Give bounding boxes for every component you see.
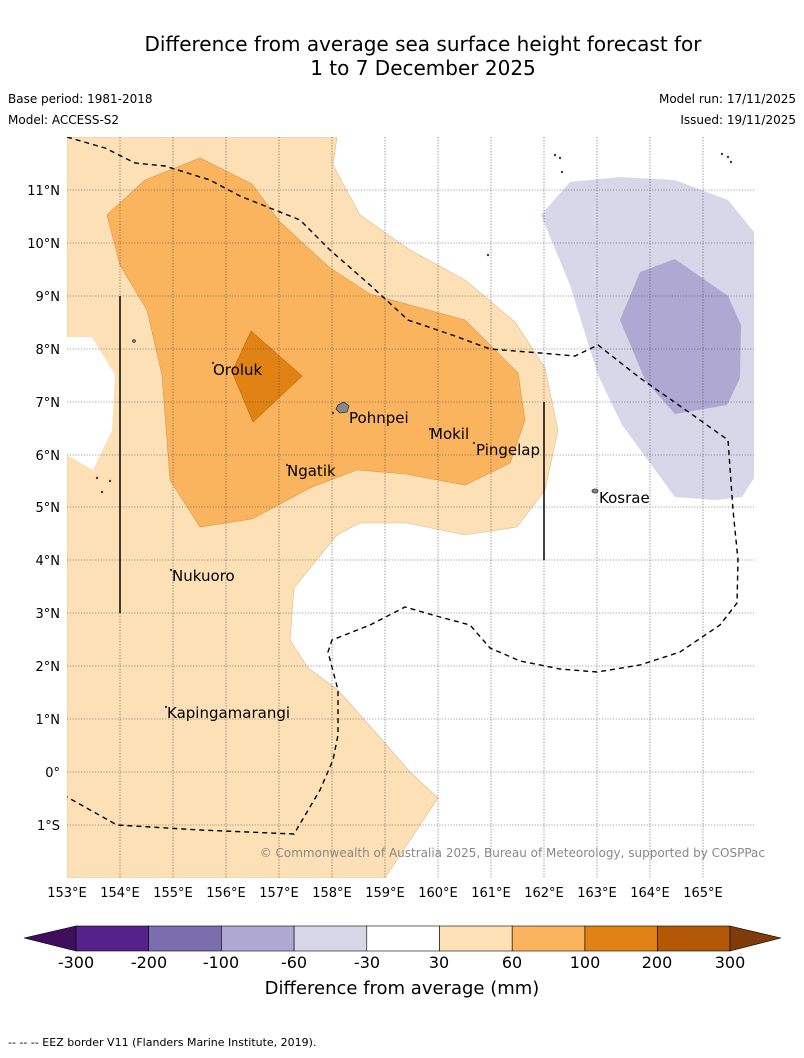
colorbar-tick: 60 — [501, 953, 523, 972]
svg-text:4°N: 4°N — [36, 554, 61, 569]
colorbar-segment — [148, 925, 222, 952]
map-gridlines — [67, 137, 754, 878]
colorbar-extend-low — [23, 925, 77, 952]
colorbar-tick: 200 — [641, 953, 673, 972]
colorbar-segment — [657, 925, 731, 952]
copyright-notice: © Commonwealth of Australia 2025, Bureau… — [260, 846, 765, 860]
place-pohnpei: Pohnpei — [349, 409, 409, 427]
colorbar-tick: -300 — [57, 953, 95, 972]
colorbar-extend-high — [729, 925, 782, 952]
place-oroluk: Oroluk — [213, 361, 262, 379]
colorbar-tick: 100 — [569, 953, 601, 972]
colorbar-segment — [511, 925, 586, 952]
svg-text:1°N: 1°N — [36, 713, 61, 728]
svg-text:11°N: 11°N — [27, 184, 60, 199]
colorbar-tick: -60 — [280, 953, 308, 972]
latitude-labels: 11°N 10°N 9°N 8°N 7°N 6°N 5°N 4°N 3°N 2°… — [27, 184, 60, 834]
place-pingelap: Pingelap — [476, 441, 540, 459]
place-labels: Oroluk Pohnpei Mokil Pingelap Ngatik Kos… — [167, 361, 650, 722]
longitude-labels: 153°E 154°E 155°E 156°E 157°E 158°E 159°… — [47, 886, 723, 901]
svg-text:2°N: 2°N — [36, 660, 61, 675]
model-name: Model: ACCESS-S2 — [8, 113, 120, 127]
place-ngatik: Ngatik — [287, 462, 336, 480]
pohnpei-island — [335, 401, 350, 414]
svg-text:0°: 0° — [45, 766, 60, 781]
colorbar-segment — [75, 925, 149, 952]
svg-text:159°E: 159°E — [365, 886, 405, 901]
svg-text:6°N: 6°N — [36, 449, 61, 464]
place-mokil: Mokil — [430, 425, 469, 443]
svg-text:162°E: 162°E — [524, 886, 564, 901]
svg-text:155°E: 155°E — [153, 886, 193, 901]
place-kapingamarangi: Kapingamarangi — [167, 704, 290, 722]
colorbar-tick: -30 — [353, 953, 381, 972]
anomaly-zone-30-60-west-gap — [67, 337, 115, 470]
kosrae-island — [591, 488, 599, 494]
base-period: Base period: 1981-2018 — [8, 92, 153, 106]
svg-text:160°E: 160°E — [418, 886, 458, 901]
svg-text:157°E: 157°E — [259, 886, 299, 901]
map-title: Difference from average sea surface heig… — [0, 32, 804, 80]
svg-text:156°E: 156°E — [206, 886, 246, 901]
anomaly-zone-60-100 — [106, 157, 526, 528]
svg-text:5°N: 5°N — [36, 501, 61, 516]
title-line-2: 1 to 7 December 2025 — [310, 56, 536, 80]
colorbar-tick: -100 — [202, 953, 240, 972]
colorbar-segment — [366, 925, 440, 952]
place-kosrae: Kosrae — [599, 489, 650, 507]
svg-text:10°N: 10°N — [27, 237, 60, 252]
colorbar-segment — [439, 925, 513, 952]
svg-text:9°N: 9°N — [36, 290, 61, 305]
model-run: Model run: 17/11/2025 — [658, 92, 796, 106]
eez-legend-note: -- -- -- EEZ border V11 (Flanders Marine… — [8, 1036, 317, 1049]
svg-text:158°E: 158°E — [312, 886, 352, 901]
colorbar-tick: -200 — [130, 953, 168, 972]
svg-text:7°N: 7°N — [36, 396, 61, 411]
islet-west — [132, 339, 136, 343]
colorbar — [23, 925, 782, 952]
anomaly-zone-100-200 — [231, 330, 303, 423]
eez-border — [67, 137, 739, 835]
svg-text:3°N: 3°N — [36, 607, 61, 622]
colorbar-label: Difference from average (mm) — [264, 978, 540, 999]
svg-text:154°E: 154°E — [100, 886, 140, 901]
colorbar-segment — [584, 925, 658, 952]
colorbar-tick: 30 — [428, 953, 450, 972]
title-line-1: Difference from average sea surface heig… — [144, 32, 702, 56]
svg-text:161°E: 161°E — [471, 886, 511, 901]
colorbar-segment — [221, 925, 295, 952]
svg-text:164°E: 164°E — [630, 886, 670, 901]
islands — [95, 152, 733, 709]
colorbar-tick: 300 — [714, 953, 746, 972]
svg-text:8°N: 8°N — [36, 343, 61, 358]
svg-text:1°S: 1°S — [37, 819, 60, 834]
colorbar-segment — [293, 925, 368, 952]
issued-date: Issued: 19/11/2025 — [680, 113, 796, 127]
svg-text:153°E: 153°E — [47, 886, 87, 901]
svg-text:163°E: 163°E — [577, 886, 617, 901]
place-nukuoro: Nukuoro — [172, 567, 235, 585]
svg-text:165°E: 165°E — [683, 886, 723, 901]
